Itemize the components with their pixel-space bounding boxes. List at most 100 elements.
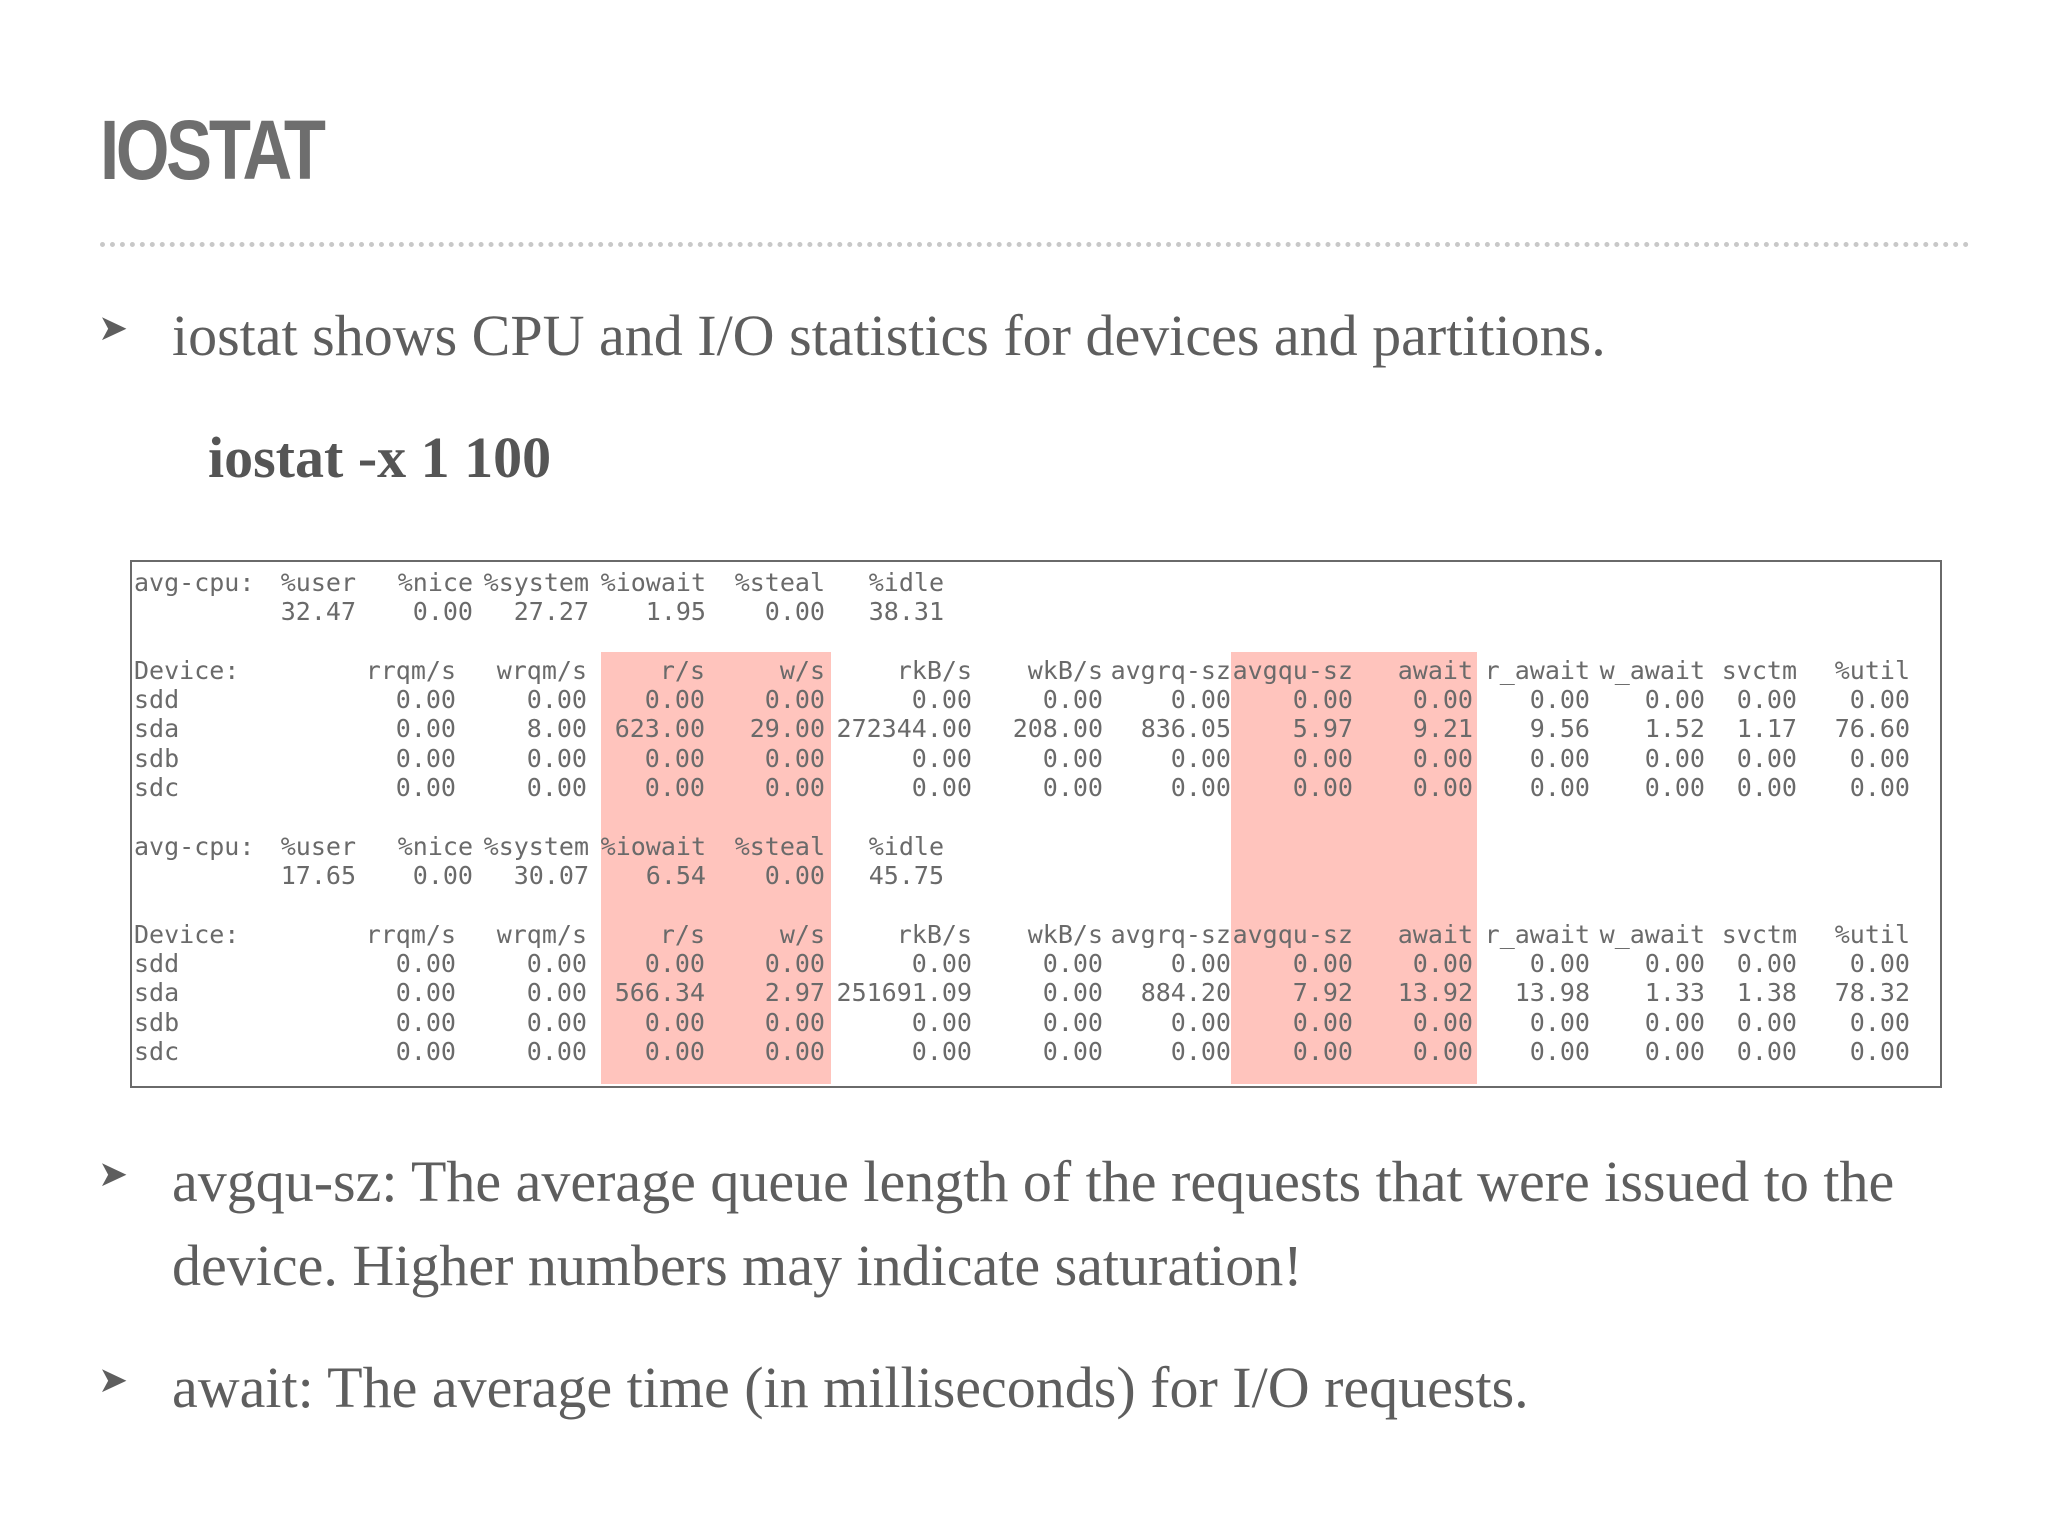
device-value-cell: 0.00 [1042, 773, 1103, 803]
device-row: sdc 0.00 0.00 0.00 0.00 0.00 0.00 0.00 0.00 0.00 0… [132, 1037, 1940, 1067]
device-value-cell: 0.00 [1170, 773, 1231, 803]
device-value-cell: 0.00 [1170, 949, 1231, 978]
device-value-cell: 0.00 [1529, 773, 1590, 803]
device-value-cell: 0.00 [395, 1037, 456, 1067]
device-value-cell: 0.00 [1644, 1037, 1705, 1067]
device-row: sdd 0.00 0.00 0.00 0.00 0.00 0.00 0.00 0.00 0.00 0… [132, 949, 1940, 979]
device-value-cell: 0.00 [764, 1007, 825, 1037]
device-value-cell: 0.00 [1529, 685, 1590, 714]
cpu-header-cell: %steal [734, 568, 825, 597]
cpu-header-row: avg-cpu: %user %nice %system %iowait %steal %i… [132, 832, 1940, 862]
device-value-cell: 1.38 [1736, 978, 1797, 1008]
cpu-header-cell: %nice [397, 568, 473, 597]
await-bullet: ➤ await: The average time (in millisecon… [98, 1346, 1958, 1430]
cpu-header-cell: %system [483, 832, 589, 861]
device-value-cell: 0.00 [1736, 949, 1797, 978]
cpu-header-cell: %user [280, 568, 356, 597]
device-header-cell: rrqm/s [365, 920, 456, 949]
device-value-cell: 0.00 [1849, 743, 1910, 773]
cpu-header-cell: %nice [397, 832, 473, 861]
device-value-cell: 0.00 [1170, 1037, 1231, 1067]
cpu-value-cell: 1.95 [645, 597, 706, 626]
device-value-cell: 0.00 [1170, 1007, 1231, 1037]
device-header-cell: svctm [1721, 656, 1797, 685]
device-header-cell: await [1397, 656, 1473, 685]
device-value-cell: 0.00 [526, 949, 587, 978]
device-name-cell: sdc [134, 1037, 180, 1067]
device-row: sda 0.00 0.00 566.34 2.97 251691.09 0.00 884.20… [132, 978, 1940, 1008]
device-row: sdb 0.00 0.00 0.00 0.00 0.00 0.00 0.00 0.00 0.00 0… [132, 744, 1940, 774]
device-value-cell: 0.00 [395, 1007, 456, 1037]
cpu-header-cell: %user [280, 832, 356, 861]
device-value-cell: 0.00 [1849, 949, 1910, 978]
device-value-cell: 0.00 [1736, 743, 1797, 773]
device-name-cell: sdd [134, 949, 180, 978]
device-value-cell: 0.00 [1292, 743, 1353, 773]
device-value-cell: 0.00 [1042, 978, 1103, 1008]
device-header-cell: w_await [1599, 920, 1705, 949]
device-value-cell: 0.00 [644, 743, 705, 773]
arrow-bullet-icon: ➤ [98, 1360, 129, 1401]
device-value-cell: 1.17 [1736, 714, 1797, 744]
device-value-cell: 0.00 [1736, 1037, 1797, 1067]
device-value-cell: 0.00 [526, 978, 587, 1008]
device-header-cell: rkB/s [896, 656, 972, 685]
cpu-values-row: 17.65 0.00 30.07 6.54 0.00 45.75 [132, 861, 1940, 891]
device-header-cell: w_await [1599, 656, 1705, 685]
device-value-cell: 0.00 [764, 1037, 825, 1067]
device-value-cell: 0.00 [526, 743, 587, 773]
device-header-cell: avgrq-sz [1110, 656, 1231, 685]
device-value-cell: 0.00 [1736, 685, 1797, 714]
device-value-cell: 836.05 [1140, 714, 1231, 744]
device-value-cell: 0.00 [1412, 1007, 1473, 1037]
device-value-cell: 0.00 [1736, 1007, 1797, 1037]
device-value-cell: 0.00 [1292, 1007, 1353, 1037]
device-header-row: Device: rrqm/s wrqm/s r/s w/s rkB/s wkB/s avgrq… [132, 920, 1940, 950]
device-value-cell: 0.00 [911, 773, 972, 803]
device-value-cell: 0.00 [1412, 1037, 1473, 1067]
device-value-cell: 0.00 [764, 949, 825, 978]
device-value-cell: 0.00 [1529, 1037, 1590, 1067]
arrow-bullet-icon: ➤ [98, 1154, 129, 1195]
device-value-cell: 0.00 [911, 1007, 972, 1037]
device-value-cell: 0.00 [911, 1037, 972, 1067]
device-row: sdd 0.00 0.00 0.00 0.00 0.00 0.00 0.00 0.00 0.00 0… [132, 685, 1940, 715]
device-value-cell: 0.00 [526, 1037, 587, 1067]
device-value-cell: 9.21 [1412, 714, 1473, 744]
device-header-cell: w/s [779, 920, 825, 949]
device-value-cell: 0.00 [1529, 1007, 1590, 1037]
device-value-cell: 13.92 [1397, 978, 1473, 1008]
cpu-value-cell: 38.31 [868, 597, 944, 626]
cpu-value-cell: 0.00 [412, 861, 473, 890]
device-header-cell: avgqu-sz [1232, 920, 1353, 949]
device-value-cell: 0.00 [1644, 949, 1705, 978]
device-value-cell: 0.00 [644, 949, 705, 978]
cpu-value-cell: 27.27 [513, 597, 589, 626]
device-value-cell: 0.00 [1529, 743, 1590, 773]
arrow-bullet-icon: ➤ [98, 308, 129, 349]
avgqu-sz-bullet: ➤ avgqu-sz: The average queue length of … [98, 1140, 1958, 1308]
device-header-cell: rkB/s [896, 920, 972, 949]
device-name-cell: sdd [134, 685, 180, 714]
device-header-cell: r/s [659, 920, 705, 949]
avgqu-sz-bullet-text: avgqu-sz: The average queue length of th… [172, 1149, 1895, 1298]
device-value-cell: 0.00 [1292, 1037, 1353, 1067]
device-value-cell: 623.00 [614, 714, 705, 744]
device-value-cell: 0.00 [395, 978, 456, 1008]
iostat-command: iostat -x 1 100 [208, 425, 552, 490]
device-value-cell: 9.56 [1529, 714, 1590, 744]
device-value-cell: 0.00 [644, 1037, 705, 1067]
device-value-cell: 0.00 [1412, 685, 1473, 714]
device-value-cell: 0.00 [911, 743, 972, 773]
device-row: sda 0.00 8.00 623.00 29.00 272344.00 208.00 836… [132, 714, 1940, 744]
device-value-cell: 0.00 [644, 1007, 705, 1037]
device-header-cell: Device: [134, 920, 240, 949]
device-value-cell: 0.00 [1292, 949, 1353, 978]
cpu-header-cell: %iowait [600, 568, 706, 597]
cpu-header-cell: %idle [868, 568, 944, 597]
device-value-cell: 0.00 [1170, 743, 1231, 773]
device-value-cell: 0.00 [1644, 773, 1705, 803]
cpu-value-cell: 0.00 [764, 597, 825, 626]
device-header-cell: avgrq-sz [1110, 920, 1231, 949]
device-name-cell: sdb [134, 1007, 180, 1037]
